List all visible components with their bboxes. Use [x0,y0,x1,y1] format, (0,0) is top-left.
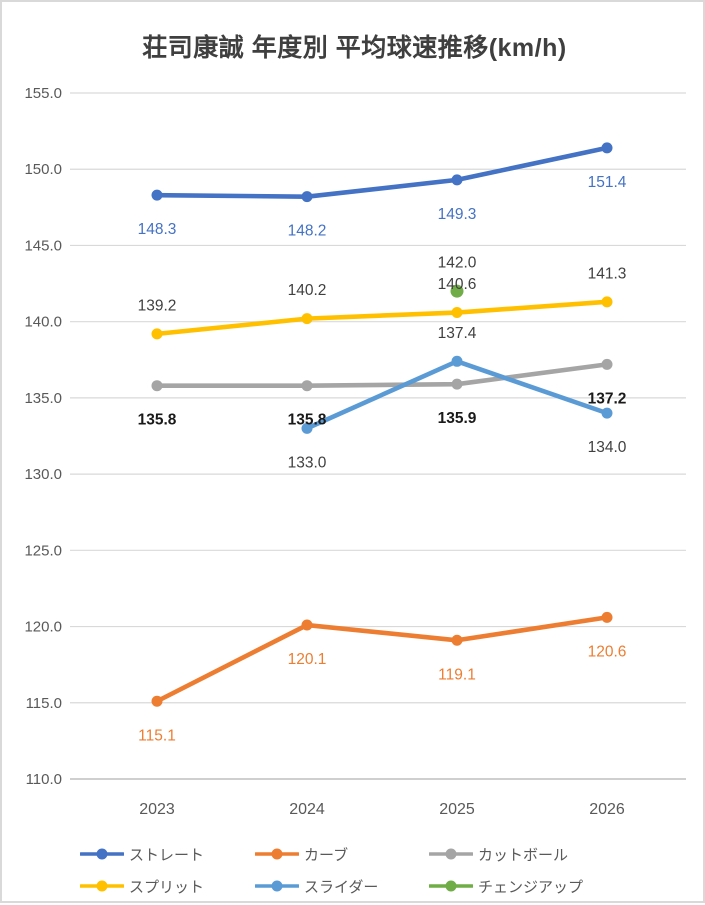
series-marker-curve [301,619,313,631]
legend-label-split: スプリット [129,878,205,896]
data-label-split: 140.2 [288,282,327,299]
legend-marker-curve-icon [255,848,299,860]
y-tick-label: 115.0 [26,695,62,712]
y-tick-label: 135.0 [24,390,62,407]
series-marker-cutter [151,380,163,392]
series-marker-slider [601,407,613,419]
data-labels-split: 139.2 140.2 140.6 141.3 [138,265,627,314]
data-label-cutter: 137.2 [588,390,627,407]
data-label-split: 141.3 [588,265,627,282]
data-label-curve: 120.1 [288,651,327,668]
legend-item-slider: スライダー [255,878,379,896]
y-tick-label: 110.0 [26,771,62,788]
y-axis-labels: 110.0 115.0 120.0 125.0 130.0 135.0 140.0 145.0… [24,85,62,788]
data-label-cutter: 135.8 [138,412,177,429]
series-changeup [450,284,464,298]
data-label-straight: 148.3 [138,221,177,238]
legend-item-curve: カーブ [255,846,349,864]
series-slider [301,355,613,434]
series-marker-changeup [450,284,464,298]
series-line-straight [154,145,610,199]
y-tick-label: 130.0 [24,466,62,483]
series-marker-curve [601,611,613,623]
series-line-curve [154,615,610,704]
legend-label-slider: スライダー [304,878,379,896]
legend-label-changeup: チェンジアップ [478,878,584,896]
data-label-slider: 133.0 [288,454,327,471]
series-marker-split [301,313,313,325]
data-labels-changeup: 142.0 [438,255,477,272]
y-tick-label: 155.0 [24,85,62,102]
data-label-changeup: 142.0 [438,255,477,272]
data-label-straight: 149.3 [438,206,477,223]
data-label-curve: 115.1 [138,727,176,744]
legend-label-curve: カーブ [304,846,349,864]
data-label-split: 139.2 [138,297,177,314]
series-marker-curve [151,695,163,707]
y-tick-label: 145.0 [24,237,62,254]
series-marker-straight [451,174,463,186]
data-label-slider: 137.4 [438,325,477,342]
legend-item-straight: ストレート [80,846,205,864]
legend-marker-slider-icon [255,880,299,892]
chart-plot: 110.0 115.0 120.0 125.0 130.0 135.0 140.0 145.0… [24,85,686,818]
data-label-slider: 134.0 [588,439,627,456]
x-axis-labels: 2023 2024 2025 2026 [139,801,625,818]
legend-item-split: スプリット [80,878,205,896]
data-labels-straight: 148.3 148.2 149.3 151.4 [138,174,627,240]
series-marker-curve [451,634,463,646]
x-tick-label: 2023 [139,801,175,818]
series-marker-cutter [301,380,313,392]
data-label-curve: 119.1 [438,666,476,683]
data-label-curve: 120.6 [588,643,627,660]
chart-title: 荘司康誠 年度別 平均球速推移(km/h) [142,34,567,62]
series-marker-straight [601,142,613,154]
x-tick-label: 2025 [439,801,475,818]
legend-marker-straight-icon [80,848,124,860]
x-tick-label: 2026 [589,801,625,818]
series-marker-slider [301,422,313,434]
series-marker-straight [151,189,163,201]
series-marker-split [601,296,613,308]
series-line-cutter [154,362,610,388]
data-labels-slider: 133.0 137.4 134.0 [288,325,627,472]
series-marker-slider [451,355,463,367]
data-label-straight: 148.2 [288,223,327,240]
legend-item-changeup: チェンジアップ [429,878,584,896]
data-label-straight: 151.4 [588,174,627,191]
series-marker-split [151,328,163,340]
legend-marker-split-icon [80,880,124,892]
series-straight [151,142,613,203]
series-marker-cutter [601,358,613,370]
legend-label-straight: ストレート [129,846,205,864]
data-labels-cutter: 135.8 135.8 135.9 137.2 [138,390,627,428]
y-tick-label: 125.0 [24,542,62,559]
legend-marker-cutter-icon [429,848,473,860]
data-label-cutter: 135.9 [438,410,477,427]
series-curve [151,611,613,707]
data-labels-curve: 115.1 120.1 119.1 120.6 [138,643,626,744]
series-marker-cutter [451,378,463,390]
y-tick-label: 140.0 [24,314,62,331]
series-split [151,296,613,340]
legend-label-cutter: カットボール [478,846,569,864]
series-marker-split [451,307,463,319]
legend-marker-changeup-icon [429,880,473,892]
legend-item-cutter: カットボール [429,846,569,864]
y-tick-label: 120.0 [24,619,62,636]
series-marker-straight [301,191,313,203]
series-cutter [151,358,613,392]
data-label-cutter: 135.8 [288,412,327,429]
data-label-split: 140.6 [438,276,477,293]
x-tick-label: 2024 [289,801,325,818]
series-line-split [154,299,610,337]
y-tick-label: 150.0 [24,161,62,178]
